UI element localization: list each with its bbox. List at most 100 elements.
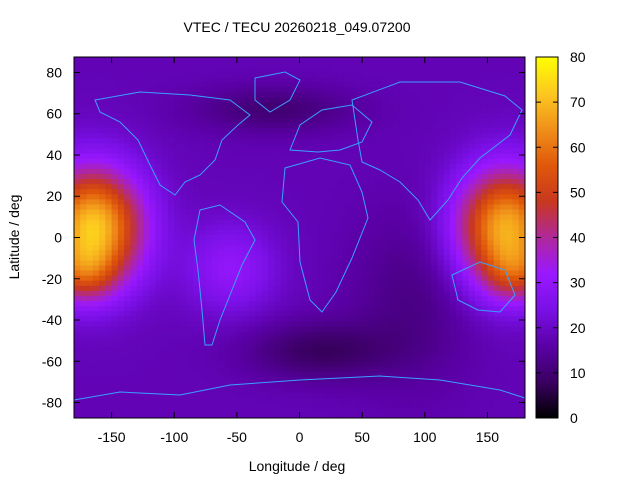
heatmap-cell xyxy=(443,82,451,89)
heatmap-cell xyxy=(518,199,525,206)
heatmap-cell xyxy=(481,128,489,134)
heatmap-cell xyxy=(512,270,520,277)
heatmap-cell xyxy=(255,341,263,348)
heatmap-cell xyxy=(412,382,420,389)
heatmap-cell xyxy=(312,270,319,277)
heatmap-cell xyxy=(124,331,131,338)
heatmap-cell xyxy=(149,57,157,63)
heatmap-cell xyxy=(418,112,426,119)
heatmap-cell xyxy=(74,163,81,170)
heatmap-cell xyxy=(418,148,426,155)
heatmap-cell xyxy=(180,402,188,409)
heatmap-cell xyxy=(355,270,363,277)
heatmap-cell xyxy=(449,260,457,267)
heatmap-cell xyxy=(299,362,307,368)
heatmap-cell xyxy=(368,260,376,267)
heatmap-cell xyxy=(205,397,213,404)
heatmap-cell xyxy=(355,336,363,343)
heatmap-cell xyxy=(330,275,338,282)
heatmap-cell xyxy=(99,351,106,358)
heatmap-cell xyxy=(274,143,282,150)
heatmap-cell xyxy=(274,199,282,206)
heatmap-cell xyxy=(161,295,169,302)
heatmap-cell xyxy=(337,62,344,68)
heatmap-cell xyxy=(117,295,125,302)
heatmap-cell xyxy=(393,311,401,317)
heatmap-cell xyxy=(161,214,169,221)
heatmap-cell xyxy=(374,128,382,134)
heatmap-cell xyxy=(130,189,138,195)
heatmap-cell xyxy=(142,229,150,236)
heatmap-cell xyxy=(186,341,194,348)
heatmap-cell xyxy=(211,250,219,256)
heatmap-cell xyxy=(155,189,163,195)
heatmap-cell xyxy=(330,326,338,333)
heatmap-cell xyxy=(337,402,344,409)
heatmap-cell xyxy=(343,148,351,155)
heatmap-cell xyxy=(343,321,351,328)
heatmap-cell xyxy=(518,311,525,317)
heatmap-cell xyxy=(293,148,301,155)
heatmap-cell xyxy=(130,341,138,348)
heatmap-cell xyxy=(380,250,388,256)
heatmap-cell xyxy=(161,234,169,241)
heatmap-cell xyxy=(506,372,514,378)
heatmap-cell xyxy=(243,72,250,78)
heatmap-cell xyxy=(337,92,344,99)
heatmap-cell xyxy=(393,102,401,109)
heatmap-cell xyxy=(380,97,388,104)
heatmap-cell xyxy=(374,138,382,145)
heatmap-cell xyxy=(286,128,294,134)
heatmap-cell xyxy=(493,351,501,358)
heatmap-cell xyxy=(518,87,525,94)
heatmap-cell xyxy=(318,209,326,216)
heatmap-cell xyxy=(218,331,225,338)
heatmap-cell xyxy=(230,240,238,246)
heatmap-cell xyxy=(193,270,200,277)
heatmap-cell xyxy=(431,275,438,282)
heatmap-cell xyxy=(255,316,263,322)
heatmap-cell xyxy=(431,57,438,63)
heatmap-cell xyxy=(280,67,288,73)
heatmap-cell xyxy=(211,72,219,78)
heatmap-cell xyxy=(443,92,451,99)
heatmap-cell xyxy=(167,240,175,246)
heatmap-cell xyxy=(324,331,332,338)
heatmap-cell xyxy=(286,372,294,378)
heatmap-cell xyxy=(111,158,119,165)
heatmap-cell xyxy=(92,224,100,231)
heatmap-cell xyxy=(305,118,313,124)
heatmap-cell xyxy=(499,316,507,322)
heatmap-cell xyxy=(205,260,213,267)
heatmap-cell xyxy=(224,72,232,78)
heatmap-cell xyxy=(149,158,157,165)
heatmap-cell xyxy=(105,77,113,84)
heatmap-cell xyxy=(249,204,257,211)
heatmap-cell xyxy=(399,219,407,226)
heatmap-cell xyxy=(117,372,125,378)
heatmap-cell xyxy=(274,367,282,373)
heatmap-cell xyxy=(167,275,175,282)
heatmap-cell xyxy=(380,189,388,195)
heatmap-cell xyxy=(180,260,188,267)
heatmap-cell xyxy=(374,341,382,348)
heatmap-cell xyxy=(324,295,332,302)
heatmap-cell xyxy=(299,255,307,261)
heatmap-cell xyxy=(149,92,157,99)
heatmap-cell xyxy=(99,87,106,94)
heatmap-cell xyxy=(305,199,313,206)
heatmap-cell xyxy=(149,341,157,348)
heatmap-cell xyxy=(186,346,194,353)
heatmap-cell xyxy=(449,57,457,63)
heatmap-cell xyxy=(349,331,357,338)
heatmap-cell xyxy=(443,102,451,109)
heatmap-cell xyxy=(343,189,351,195)
heatmap-cell xyxy=(105,295,113,302)
heatmap-cell xyxy=(218,387,225,394)
heatmap-cell xyxy=(261,224,269,231)
heatmap-cell xyxy=(280,158,288,165)
heatmap-cell xyxy=(481,224,489,231)
heatmap-cell xyxy=(456,143,463,150)
heatmap-cell xyxy=(274,275,282,282)
heatmap-cell xyxy=(481,301,489,307)
